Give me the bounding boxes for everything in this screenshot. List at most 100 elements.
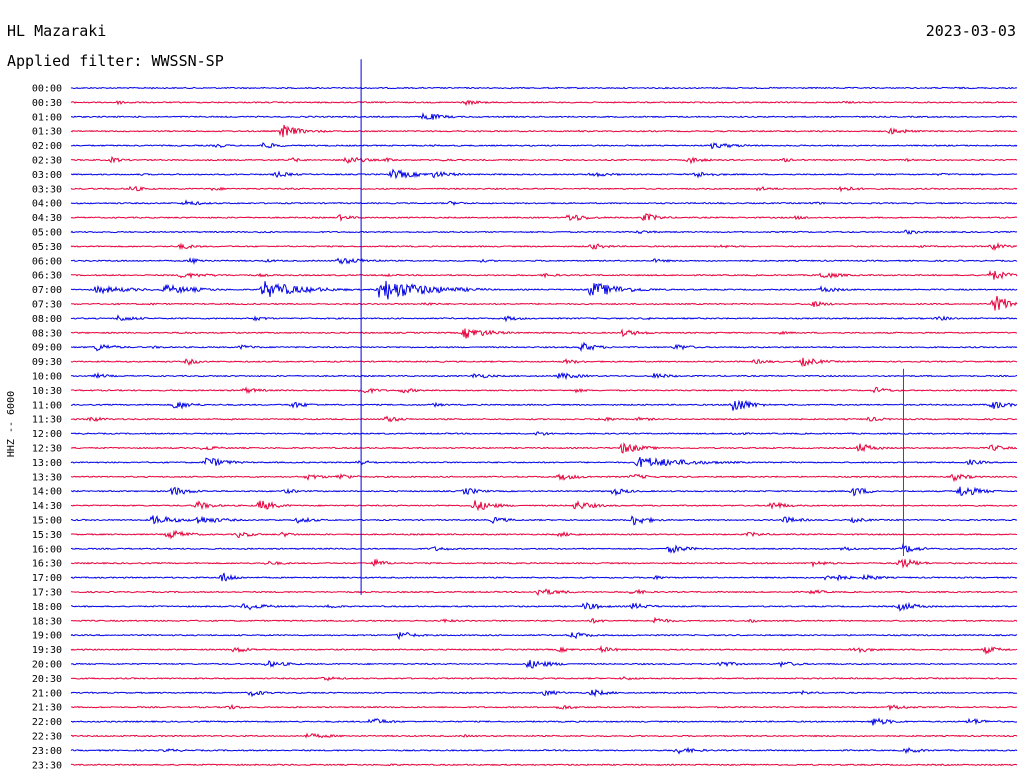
time-label: 11:30 bbox=[32, 415, 62, 426]
trace-line bbox=[70, 185, 1018, 193]
time-label: 04:00 bbox=[32, 199, 62, 210]
trace-line bbox=[71, 399, 1018, 411]
station-title: HL Mazaraki bbox=[7, 22, 106, 40]
time-label: 05:00 bbox=[32, 228, 62, 239]
time-label: 00:30 bbox=[32, 98, 62, 109]
time-label: 00:00 bbox=[32, 84, 62, 95]
trace-line bbox=[70, 542, 1018, 554]
trace-line bbox=[70, 486, 1018, 497]
trace-line bbox=[70, 155, 1018, 165]
trace-line bbox=[70, 86, 1018, 90]
time-label: 05:30 bbox=[32, 242, 62, 253]
trace-line bbox=[70, 314, 1018, 323]
time-label: 20:00 bbox=[32, 660, 62, 671]
time-label: 02:30 bbox=[32, 156, 62, 167]
trace-line bbox=[70, 280, 1018, 300]
trace-line bbox=[70, 442, 1018, 454]
time-label: 11:00 bbox=[32, 400, 62, 411]
trace-line bbox=[70, 341, 1018, 352]
time-label: 08:00 bbox=[32, 314, 62, 325]
trace-line bbox=[71, 676, 1018, 682]
trace-line bbox=[70, 257, 1018, 265]
time-label: 02:00 bbox=[32, 141, 62, 152]
trace-line bbox=[70, 659, 1017, 669]
trace-line bbox=[70, 644, 1018, 655]
time-label: 14:30 bbox=[32, 501, 62, 512]
trace-line bbox=[70, 688, 1018, 698]
time-label: 10:00 bbox=[32, 372, 62, 383]
traces bbox=[70, 86, 1018, 767]
trace-line bbox=[70, 124, 1018, 138]
trace-line bbox=[70, 371, 1018, 381]
time-label: 09:30 bbox=[32, 357, 62, 368]
trace-line bbox=[70, 703, 1018, 712]
time-label: 17:00 bbox=[32, 573, 62, 584]
filter-label: Applied filter: WWSSN-SP bbox=[7, 52, 224, 70]
time-label: 03:00 bbox=[32, 170, 62, 181]
time-label: 03:30 bbox=[32, 184, 62, 195]
trace-line bbox=[70, 328, 1018, 339]
time-label: 23:30 bbox=[32, 760, 62, 771]
trace-line bbox=[71, 558, 1018, 569]
time-label: 10:30 bbox=[32, 386, 62, 397]
time-label: 13:30 bbox=[32, 472, 62, 483]
time-label: 07:30 bbox=[32, 300, 62, 311]
time-label: 16:00 bbox=[32, 544, 62, 555]
time-label: 18:30 bbox=[32, 616, 62, 627]
trace-line bbox=[70, 457, 1018, 467]
time-labels: 00:00 00:30 01:00 01:30 02:00 02:30 03:00 03:30… bbox=[32, 84, 62, 772]
time-label: 23:00 bbox=[32, 746, 62, 757]
time-label: 22:30 bbox=[32, 732, 62, 743]
time-label: 15:30 bbox=[32, 530, 62, 541]
time-label: 21:00 bbox=[32, 688, 62, 699]
trace-line bbox=[70, 269, 1018, 280]
trace-line bbox=[70, 746, 1018, 755]
trace-line bbox=[70, 616, 1018, 624]
time-label: 04:30 bbox=[32, 213, 62, 224]
time-label: 09:00 bbox=[32, 343, 62, 354]
date-label: 2023-03-03 bbox=[926, 22, 1016, 40]
time-label: 22:00 bbox=[32, 717, 62, 728]
time-label: 14:00 bbox=[32, 487, 62, 498]
trace-line bbox=[70, 500, 1018, 512]
time-label: 06:00 bbox=[32, 256, 62, 267]
trace-line bbox=[70, 142, 1018, 150]
time-label: 20:30 bbox=[32, 674, 62, 685]
time-label: 01:30 bbox=[32, 127, 62, 138]
trace-line bbox=[70, 431, 1018, 436]
time-label: 16:30 bbox=[32, 559, 62, 570]
trace-line bbox=[70, 732, 1018, 739]
trace-line bbox=[70, 242, 1018, 252]
trace-line bbox=[70, 472, 1018, 483]
trace-line bbox=[70, 415, 1018, 423]
time-label: 12:00 bbox=[32, 429, 62, 440]
trace-line bbox=[70, 357, 1018, 368]
time-label: 19:30 bbox=[32, 645, 62, 656]
time-label: 21:30 bbox=[32, 703, 62, 714]
trace-line bbox=[70, 386, 1018, 395]
time-label: 19:00 bbox=[32, 631, 62, 642]
time-label: 17:30 bbox=[32, 588, 62, 599]
time-label: 13:00 bbox=[32, 458, 62, 469]
trace-line bbox=[70, 168, 1018, 180]
trace-line bbox=[70, 199, 1018, 206]
time-label: 18:00 bbox=[32, 602, 62, 613]
y-axis-label: HHZ -- 6000 bbox=[6, 391, 17, 457]
trace-line bbox=[70, 717, 1018, 726]
trace-line bbox=[70, 529, 1018, 540]
time-label: 15:00 bbox=[32, 516, 62, 527]
trace-line bbox=[70, 112, 1018, 120]
trace-line bbox=[70, 632, 1018, 641]
trace-line bbox=[70, 295, 1018, 311]
trace-line bbox=[71, 601, 1018, 612]
trace-line bbox=[70, 572, 1018, 582]
trace-line bbox=[70, 99, 1018, 107]
spikes bbox=[360, 59, 904, 595]
trace-line bbox=[70, 763, 1018, 767]
time-label: 07:00 bbox=[32, 285, 62, 296]
time-label: 06:30 bbox=[32, 271, 62, 282]
trace-line bbox=[70, 514, 1018, 526]
trace-line bbox=[70, 588, 1018, 597]
time-label: 12:30 bbox=[32, 444, 62, 455]
